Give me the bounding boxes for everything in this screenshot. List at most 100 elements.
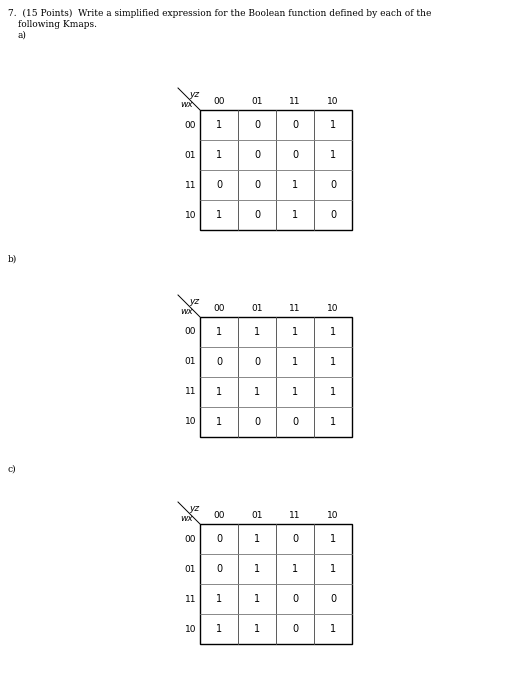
Bar (200, 110, 352, 230)
Bar (276, 584, 314, 614)
Text: 00: 00 (184, 328, 196, 337)
Text: 10: 10 (184, 211, 196, 220)
Text: 1: 1 (216, 417, 222, 427)
Bar (200, 377, 238, 407)
Text: 0: 0 (216, 534, 222, 544)
Bar (238, 347, 276, 377)
Bar (200, 584, 238, 614)
Bar (314, 170, 352, 200)
Bar (200, 110, 238, 140)
Text: yz: yz (189, 297, 199, 306)
Text: 10: 10 (184, 624, 196, 634)
Text: 0: 0 (330, 180, 336, 190)
Text: 0: 0 (292, 624, 298, 634)
Bar (276, 200, 314, 230)
Bar (314, 317, 352, 347)
Bar (314, 554, 352, 584)
Text: 0: 0 (254, 417, 260, 427)
Text: 0: 0 (254, 150, 260, 160)
Bar (238, 614, 276, 644)
Text: 01: 01 (184, 564, 196, 573)
Text: 1: 1 (330, 624, 336, 634)
Text: 7.  (15 Points)  Write a simplified expression for the Boolean function defined : 7. (15 Points) Write a simplified expres… (8, 9, 431, 18)
Text: 0: 0 (254, 210, 260, 220)
Text: 01: 01 (251, 304, 263, 313)
Text: 00: 00 (213, 97, 225, 105)
Bar (314, 140, 352, 170)
Bar (200, 317, 238, 347)
Bar (200, 614, 238, 644)
Bar (200, 200, 238, 230)
Text: 1: 1 (330, 417, 336, 427)
Text: 1: 1 (330, 327, 336, 337)
Text: 1: 1 (254, 327, 260, 337)
Text: 0: 0 (292, 594, 298, 604)
Text: 1: 1 (216, 120, 222, 130)
Bar (238, 317, 276, 347)
Bar (276, 140, 314, 170)
Bar (200, 140, 238, 170)
Bar (238, 140, 276, 170)
Bar (314, 347, 352, 377)
Text: 01: 01 (251, 97, 263, 105)
Text: yz: yz (189, 90, 199, 99)
Bar (238, 524, 276, 554)
Bar (314, 110, 352, 140)
Bar (200, 170, 238, 200)
Text: 0: 0 (330, 210, 336, 220)
Bar (276, 524, 314, 554)
Bar (200, 317, 352, 437)
Text: wx: wx (180, 514, 193, 523)
Text: 1: 1 (292, 357, 298, 367)
Bar (276, 377, 314, 407)
Text: 0: 0 (254, 120, 260, 130)
Text: 0: 0 (216, 564, 222, 574)
Text: 00: 00 (184, 534, 196, 543)
Text: 00: 00 (213, 511, 225, 520)
Bar (314, 614, 352, 644)
Text: wx: wx (180, 100, 193, 109)
Text: 1: 1 (330, 534, 336, 544)
Text: 11: 11 (184, 388, 196, 396)
Bar (276, 347, 314, 377)
Text: 11: 11 (184, 594, 196, 604)
Text: 10: 10 (328, 97, 339, 105)
Text: 1: 1 (292, 387, 298, 397)
Text: 10: 10 (328, 511, 339, 520)
Bar (276, 554, 314, 584)
Text: 1: 1 (216, 387, 222, 397)
Text: 0: 0 (216, 357, 222, 367)
Text: 1: 1 (292, 180, 298, 190)
Text: 00: 00 (184, 120, 196, 129)
Bar (238, 200, 276, 230)
Bar (200, 407, 238, 437)
Text: 1: 1 (330, 387, 336, 397)
Text: 11: 11 (289, 511, 301, 520)
Text: 0: 0 (216, 180, 222, 190)
Text: 0: 0 (292, 534, 298, 544)
Bar (314, 524, 352, 554)
Bar (238, 170, 276, 200)
Text: 10: 10 (184, 418, 196, 426)
Text: 00: 00 (213, 304, 225, 313)
Text: 1: 1 (254, 594, 260, 604)
Text: 0: 0 (292, 150, 298, 160)
Text: 1: 1 (254, 624, 260, 634)
Text: 0: 0 (254, 357, 260, 367)
Text: 1: 1 (216, 327, 222, 337)
Text: 10: 10 (328, 304, 339, 313)
Text: a): a) (18, 31, 27, 40)
Text: 01: 01 (184, 358, 196, 367)
Bar (314, 407, 352, 437)
Text: 1: 1 (330, 564, 336, 574)
Text: 1: 1 (254, 387, 260, 397)
Text: 1: 1 (292, 210, 298, 220)
Text: 1: 1 (216, 594, 222, 604)
Text: 01: 01 (251, 511, 263, 520)
Text: 1: 1 (254, 534, 260, 544)
Text: 0: 0 (254, 180, 260, 190)
Bar (238, 584, 276, 614)
Bar (276, 110, 314, 140)
Bar (314, 584, 352, 614)
Bar (314, 200, 352, 230)
